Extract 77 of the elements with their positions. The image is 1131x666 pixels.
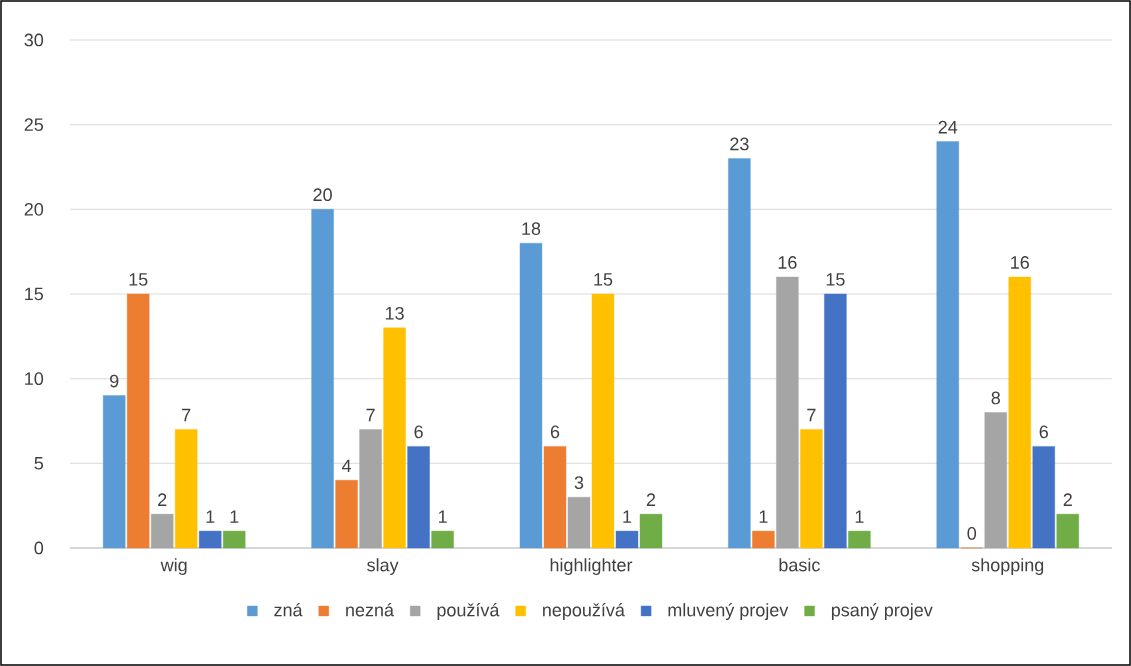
bar — [359, 429, 382, 549]
y-tick-label: 0 — [34, 541, 44, 555]
data-label: 1 — [855, 510, 864, 523]
bar — [984, 412, 1007, 549]
data-label: 6 — [550, 425, 560, 439]
bar — [407, 446, 430, 549]
bar — [776, 276, 799, 549]
bar — [311, 209, 334, 549]
bar — [639, 513, 663, 549]
y-tick-label: 15 — [25, 287, 44, 301]
data-label: 20 — [313, 188, 332, 202]
data-label: 2 — [646, 493, 656, 506]
legend-label: psaný projev — [831, 603, 933, 620]
data-label: 1 — [206, 510, 215, 523]
data-label: 7 — [807, 408, 816, 422]
data-label: 4 — [341, 459, 352, 473]
legend-label: zná — [274, 603, 303, 617]
data-label: 1 — [759, 510, 768, 523]
y-tick-label: 10 — [25, 372, 44, 386]
bar — [431, 530, 454, 549]
y-tick-label: 30 — [24, 33, 44, 47]
y-tick-label: 5 — [34, 457, 44, 470]
data-label: 15 — [826, 273, 845, 286]
bar — [800, 429, 823, 549]
bar — [223, 530, 246, 549]
y-tick-label: 20 — [24, 202, 44, 216]
bar — [848, 530, 871, 549]
data-label: 1 — [438, 510, 447, 523]
bar — [567, 497, 591, 549]
bar — [199, 530, 222, 549]
x-tick-label: slay — [367, 558, 399, 575]
data-label: 16 — [1011, 256, 1029, 269]
data-label: 0 — [967, 527, 977, 540]
data-label: 6 — [414, 425, 423, 439]
bar — [543, 446, 567, 549]
data-label: 2 — [158, 493, 167, 506]
data-label: 1 — [623, 510, 632, 523]
data-label: 9 — [110, 374, 119, 388]
bar — [383, 327, 406, 549]
data-label: 7 — [366, 408, 375, 422]
data-label: 1 — [230, 510, 239, 523]
bar — [1056, 513, 1079, 549]
data-label: 8 — [991, 391, 1000, 405]
legend-label: mluvený projev — [668, 603, 789, 620]
bar — [824, 293, 847, 549]
bar — [615, 530, 639, 549]
data-label: 3 — [574, 476, 584, 489]
data-label: 23 — [730, 137, 749, 151]
bar — [1032, 446, 1055, 549]
bar — [103, 395, 126, 549]
data-label: 16 — [778, 256, 797, 269]
x-tick-label: highlighter — [550, 558, 633, 575]
bar — [728, 158, 751, 549]
bar — [519, 242, 543, 549]
bar — [151, 513, 174, 549]
data-label: 15 — [129, 273, 148, 286]
x-tick-label: basic — [779, 558, 820, 572]
legend-label: nezná — [346, 603, 394, 617]
bar — [127, 293, 150, 549]
y-tick-label: 25 — [24, 118, 44, 132]
bar — [752, 530, 775, 549]
data-label: 13 — [385, 306, 404, 320]
data-label: 24 — [938, 120, 958, 134]
bar — [1008, 276, 1031, 549]
bar — [175, 429, 198, 549]
bar — [591, 293, 615, 549]
data-label: 7 — [182, 408, 191, 422]
data-label: 6 — [1039, 425, 1048, 439]
data-label: 2 — [1063, 493, 1072, 506]
bar — [936, 141, 959, 549]
x-tick-label: wig — [160, 558, 187, 575]
legend-label: nepoužívá — [543, 603, 625, 620]
bar — [335, 480, 358, 549]
data-label: 18 — [522, 222, 541, 235]
legend-label: používá — [437, 603, 500, 620]
data-label: 15 — [594, 273, 613, 286]
x-tick-label: shopping — [971, 558, 1044, 575]
